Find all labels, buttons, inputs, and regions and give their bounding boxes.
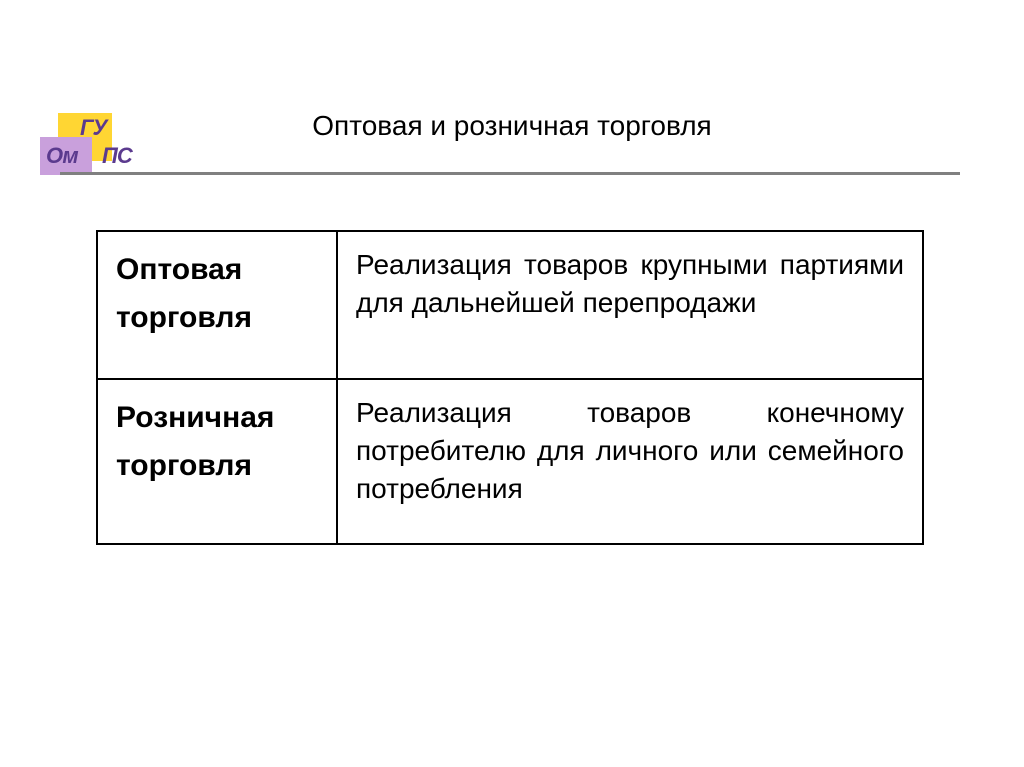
row-label: Розничная торговля bbox=[97, 379, 337, 544]
page-title: Оптовая и розничная торговля bbox=[0, 110, 1024, 142]
definitions-table: Оптовая торговля Реализация товаров круп… bbox=[96, 230, 924, 545]
divider-line bbox=[60, 172, 960, 175]
row-description: Реализация товаров крупными партиями для… bbox=[337, 231, 923, 379]
table-row: Оптовая торговля Реализация товаров круп… bbox=[97, 231, 923, 379]
table-row: Розничная торговля Реализация товаров ко… bbox=[97, 379, 923, 544]
logo-text-ps: ПС bbox=[102, 143, 132, 169]
logo-text-om: Ом bbox=[46, 143, 78, 169]
row-label: Оптовая торговля bbox=[97, 231, 337, 379]
row-description: Реализация товаров конечному потребителю… bbox=[337, 379, 923, 544]
